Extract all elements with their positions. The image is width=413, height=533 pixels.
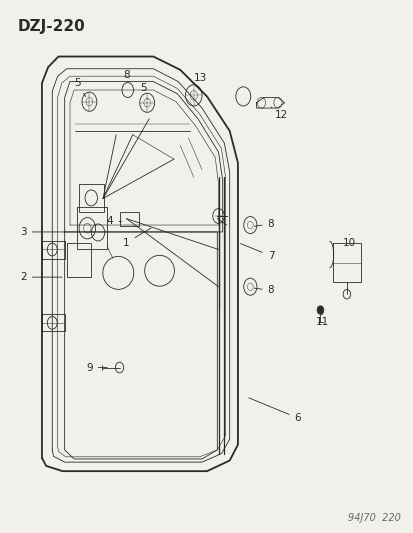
- Circle shape: [316, 306, 323, 314]
- Text: 8: 8: [254, 286, 273, 295]
- Text: 1: 1: [123, 228, 151, 247]
- Text: 6: 6: [248, 398, 300, 423]
- Text: 11: 11: [315, 314, 328, 327]
- Text: 3: 3: [20, 227, 64, 237]
- Text: 2: 2: [20, 272, 62, 282]
- Polygon shape: [42, 56, 237, 471]
- Text: 4: 4: [107, 216, 121, 227]
- Text: 8: 8: [123, 70, 130, 86]
- Text: 12: 12: [270, 107, 287, 120]
- Text: 10: 10: [342, 235, 355, 247]
- Text: 13: 13: [194, 73, 207, 88]
- Text: 5: 5: [140, 83, 148, 99]
- Text: 5: 5: [74, 78, 85, 96]
- Text: 9: 9: [86, 362, 107, 373]
- Text: 94J70  220: 94J70 220: [347, 513, 400, 523]
- Text: 7: 7: [240, 244, 273, 261]
- Text: DZJ-220: DZJ-220: [17, 19, 85, 34]
- Text: 8: 8: [254, 219, 273, 229]
